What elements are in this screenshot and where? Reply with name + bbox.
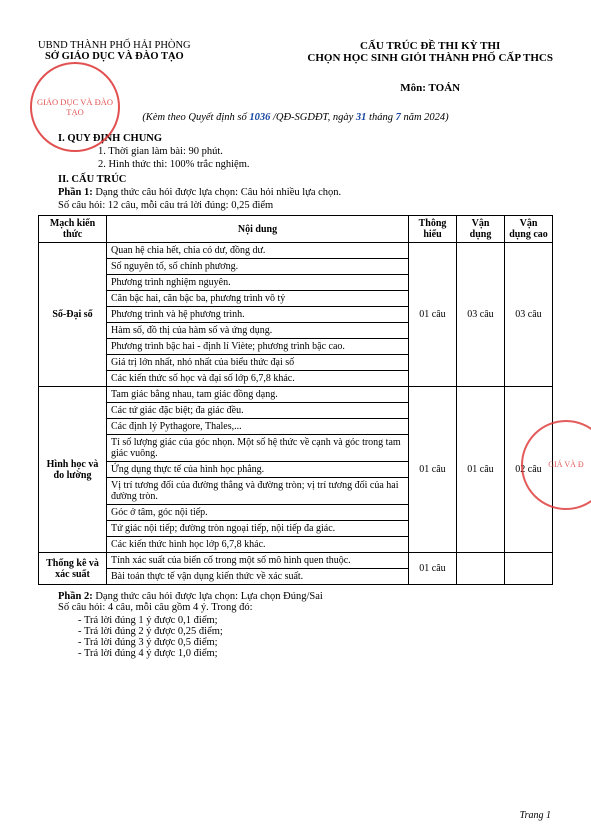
issued-num: 1036 [249, 112, 270, 123]
count-cell: 01 câu [409, 387, 457, 553]
header-right: CẤU TRÚC ĐỀ THI KỲ THI CHỌN HỌC SINH GIỎ… [307, 40, 553, 104]
header-left: UBND THÀNH PHỐ HẢI PHÒNG SỞ GIÁO DỤC VÀ … [38, 40, 191, 62]
table-header-row: Mạch kiến thức Nội dung Thông hiểu Vận d… [39, 216, 553, 243]
content-cell: Căn bậc hai, căn bậc ba, phương trình vô… [107, 291, 409, 307]
phan1-line: Phần 1: Dạng thức câu hỏi được lựa chọn:… [58, 187, 553, 198]
content-table: Mạch kiến thức Nội dung Thông hiểu Vận d… [38, 215, 553, 585]
phan1-sub: Số câu hỏi: 12 câu, mỗi câu trả lời đúng… [58, 200, 553, 211]
content-cell: Tam giác bằng nhau, tam giác đồng dạng. [107, 387, 409, 403]
table-row: Thống kê và xác suấtTính xác suất của bi… [39, 553, 553, 569]
page: UBND THÀNH PHỐ HẢI PHÒNG SỞ GIÁO DỤC VÀ … [0, 0, 591, 837]
content-cell: Phương trình nghiệm nguyên. [107, 275, 409, 291]
phan2-item: Trả lời đúng 3 ý được 0,5 điểm; [78, 637, 553, 648]
issued-mid2: tháng [369, 112, 393, 123]
sec2-title: II. CẤU TRÚC [58, 174, 553, 185]
phan2-text: Dạng thức câu hỏi được lựa chọn: Lựa chọ… [95, 591, 322, 602]
count-cell [505, 553, 553, 585]
count-cell: 01 câu [409, 553, 457, 585]
content-cell: Hàm số, đồ thị của hàm số và ứng dụng. [107, 323, 409, 339]
phan2-list: Trả lời đúng 1 ý được 0,1 điểm; Trả lời … [58, 615, 553, 659]
phan2-block: Phần 2: Dạng thức câu hỏi được lựa chọn:… [58, 591, 553, 659]
phan2-item: Trả lời đúng 1 ý được 0,1 điểm; [78, 615, 553, 626]
title-line2: CHỌN HỌC SINH GIỎI THÀNH PHỐ CẤP THCS [307, 52, 553, 64]
issued-month: 7 [396, 112, 401, 123]
stamp2-text: GIÁ VÀ Đ [548, 460, 583, 470]
content-cell: Vị trí tương đối của đường thẳng và đườn… [107, 478, 409, 505]
table-row: Hình học và đo lườngTam giác bằng nhau, … [39, 387, 553, 403]
count-cell: 01 câu [409, 243, 457, 387]
issued-day: 31 [356, 112, 367, 123]
count-cell [457, 553, 505, 585]
content-cell: Số nguyên tố, số chính phương. [107, 259, 409, 275]
content-cell: Ứng dụng thực tế của hình học phẳng. [107, 462, 409, 478]
phan2-label: Phần 2: [58, 591, 93, 602]
content-cell: Bài toán thực tế vận dụng kiến thức về x… [107, 569, 409, 585]
content-cell: Phương trình và hệ phương trình. [107, 307, 409, 323]
content-cell: Các định lý Pythagore, Thales,... [107, 419, 409, 435]
content-cell: Các tứ giác đặc biệt; đa giác đều. [107, 403, 409, 419]
phan2-item: Trả lời đúng 4 ý được 1,0 điểm; [78, 648, 553, 659]
group-cell: Hình học và đo lường [39, 387, 107, 553]
phan1-text: Dạng thức câu hỏi được lựa chọn: Câu hỏi… [95, 187, 341, 198]
phan2-line: Phần 2: Dạng thức câu hỏi được lựa chọn:… [58, 591, 553, 602]
th-2: Thông hiểu [409, 216, 457, 243]
count-cell: 01 câu [457, 387, 505, 553]
issued-prefix: (Kèm theo Quyết định số [142, 112, 246, 123]
count-cell: 03 câu [505, 243, 553, 387]
content-cell: Phương trình bậc hai - định lí Viète; ph… [107, 339, 409, 355]
content-cell: Các kiến thức hình học lớp 6,7,8 khác. [107, 537, 409, 553]
content-cell: Quan hệ chia hết, chia có dư, đồng dư. [107, 243, 409, 259]
org-line2: SỞ GIÁO DỤC VÀ ĐÀO TẠO [38, 51, 191, 62]
issued-mid: /QĐ-SGDĐT, ngày [273, 112, 353, 123]
header: UBND THÀNH PHỐ HẢI PHÒNG SỞ GIÁO DỤC VÀ … [38, 40, 553, 104]
group-cell: Số-Đại số [39, 243, 107, 387]
content-cell: Tỉ số lượng giác của góc nhọn. Một số hệ… [107, 435, 409, 462]
th-1: Nội dung [107, 216, 409, 243]
content-cell: Giá trị lớn nhất, nhỏ nhất của biểu thức… [107, 355, 409, 371]
count-cell: 03 câu [457, 243, 505, 387]
org-line1: UBND THÀNH PHỐ HẢI PHÒNG [38, 40, 191, 51]
phan2-item: Trả lời đúng 2 ý được 0,25 điểm; [78, 626, 553, 637]
th-3: Vận dụng [457, 216, 505, 243]
th-4: Vận dụng cao [505, 216, 553, 243]
page-footer: Trang 1 [520, 810, 551, 821]
sec1-item-0: 1. Thời gian làm bài: 90 phút. [98, 146, 553, 157]
table-body: Số-Đại sốQuan hệ chia hết, chia có dư, đ… [39, 243, 553, 585]
content-cell: Góc ở tâm, góc nội tiếp. [107, 505, 409, 521]
content-cell: Tính xác suất của biến cố trong một số m… [107, 553, 409, 569]
group-cell: Thống kê và xác suất [39, 553, 107, 585]
sec1-item-1: 2. Hình thức thi: 100% trắc nghiệm. [98, 159, 553, 170]
content-cell: Tứ giác nội tiếp; đường tròn ngoại tiếp,… [107, 521, 409, 537]
content-cell: Các kiến thức số học và đại số lớp 6,7,8… [107, 371, 409, 387]
sec1-title: I. QUY ĐỊNH CHUNG [58, 133, 553, 144]
count-cell: 02 câu [505, 387, 553, 553]
subject: Môn: TOÁN [307, 82, 553, 94]
issued-suffix: năm 2024) [403, 112, 448, 123]
title-line1: CẤU TRÚC ĐỀ THI KỲ THI [307, 40, 553, 52]
issued-line: (Kèm theo Quyết định số 1036 /QĐ-SGDĐT, … [38, 112, 553, 123]
th-0: Mạch kiến thức [39, 216, 107, 243]
phan2-sub: Số câu hỏi: 4 câu, mỗi câu gồm 4 ý. Tron… [58, 602, 553, 613]
phan1-label: Phần 1: [58, 187, 93, 198]
table-row: Số-Đại sốQuan hệ chia hết, chia có dư, đ… [39, 243, 553, 259]
